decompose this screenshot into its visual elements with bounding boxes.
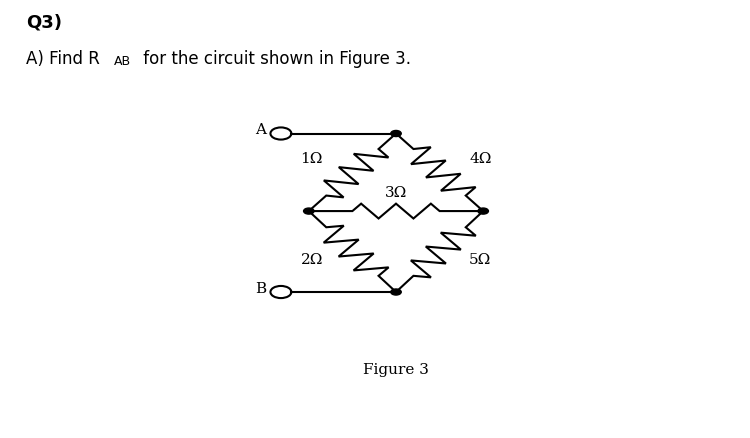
Text: 5Ω: 5Ω xyxy=(470,253,491,267)
Text: 2Ω: 2Ω xyxy=(301,253,323,267)
Circle shape xyxy=(391,131,401,137)
Text: 4Ω: 4Ω xyxy=(469,152,491,166)
Circle shape xyxy=(391,289,401,295)
Text: Figure 3: Figure 3 xyxy=(363,363,429,377)
Text: B: B xyxy=(255,282,266,296)
Text: 1Ω: 1Ω xyxy=(301,152,323,166)
Text: A) Find R: A) Find R xyxy=(26,50,100,68)
Text: AB: AB xyxy=(114,55,130,68)
Text: for the circuit shown in Figure 3.: for the circuit shown in Figure 3. xyxy=(139,50,411,68)
Text: A: A xyxy=(256,123,266,137)
Text: Q3): Q3) xyxy=(26,13,62,31)
Circle shape xyxy=(478,208,488,214)
Circle shape xyxy=(304,208,314,214)
Text: 3Ω: 3Ω xyxy=(385,186,407,200)
